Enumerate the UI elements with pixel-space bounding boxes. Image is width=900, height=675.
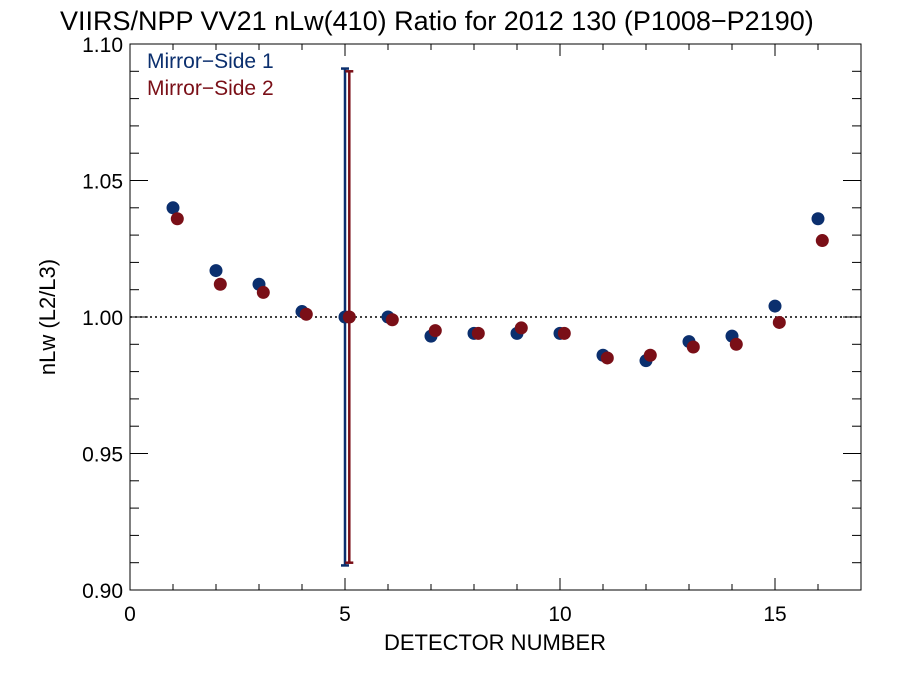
data-points bbox=[166, 201, 829, 368]
y-tick-label: 1.00 bbox=[82, 307, 123, 330]
data-point-series-1 bbox=[166, 201, 180, 215]
data-point-series-2 bbox=[557, 326, 571, 340]
tick-marks bbox=[129, 43, 862, 591]
x-axis-label: DETECTOR NUMBER bbox=[384, 630, 606, 655]
data-point-series-2 bbox=[342, 310, 356, 324]
y-tick-label: 1.10 bbox=[82, 34, 123, 57]
chart-title: VIIRS/NPP VV21 nLw(410) Ratio for 2012 1… bbox=[60, 6, 814, 36]
x-tick-label: 0 bbox=[124, 603, 136, 626]
data-point-series-2 bbox=[514, 321, 528, 335]
legend-entry: Mirror−Side 1 bbox=[147, 50, 274, 73]
data-point-series-2 bbox=[385, 313, 399, 327]
legend-entry: Mirror−Side 2 bbox=[147, 77, 274, 100]
y-tick-label: 0.90 bbox=[82, 580, 123, 603]
y-tick-label: 1.05 bbox=[82, 171, 123, 194]
legend: Mirror−Side 1 Mirror−Side 2 bbox=[147, 50, 274, 100]
data-point-series-2 bbox=[815, 234, 829, 248]
y-axis-label: nLw (L2/L3) bbox=[35, 259, 60, 375]
data-point-series-2 bbox=[428, 324, 442, 338]
data-point-series-2 bbox=[299, 307, 313, 321]
data-point-series-2 bbox=[600, 351, 614, 365]
data-point-series-1 bbox=[768, 299, 782, 313]
x-tick-label: 15 bbox=[763, 603, 786, 626]
x-tick-label: 5 bbox=[339, 603, 351, 626]
data-point-series-2 bbox=[170, 212, 184, 226]
data-point-series-2 bbox=[471, 326, 485, 340]
x-tick-label: 10 bbox=[548, 603, 571, 626]
data-point-series-1 bbox=[209, 264, 223, 278]
data-point-series-2 bbox=[686, 340, 700, 354]
data-point-series-2 bbox=[256, 285, 270, 299]
data-point-series-2 bbox=[213, 277, 227, 291]
y-tick-label: 0.95 bbox=[82, 444, 123, 467]
data-point-series-2 bbox=[643, 348, 657, 362]
data-point-series-2 bbox=[772, 315, 786, 329]
tick-labels: 0 5 10 15 0.90 0.95 1.00 1.05 1.10 bbox=[82, 34, 787, 626]
data-point-series-2 bbox=[729, 337, 743, 351]
data-point-series-1 bbox=[811, 212, 825, 226]
